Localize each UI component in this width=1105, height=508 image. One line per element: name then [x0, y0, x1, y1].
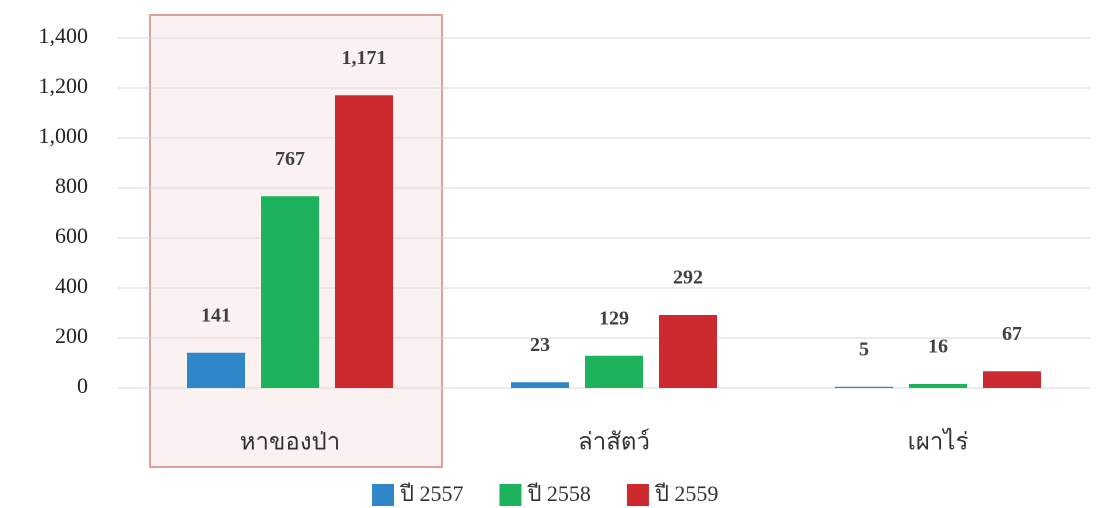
- value-label: 129: [599, 307, 629, 329]
- value-label: 67: [1002, 323, 1022, 345]
- bar: [511, 382, 569, 388]
- bar: [983, 371, 1041, 388]
- y-tick-label: 1,200: [39, 73, 89, 98]
- y-tick-label: 1,400: [39, 23, 89, 48]
- bar: [835, 387, 893, 388]
- y-tick-label: 1,000: [39, 123, 89, 148]
- x-tick-label: หาของป่า: [240, 430, 341, 456]
- value-label: 767: [275, 148, 305, 170]
- x-tick-label: ล่าสัตว์: [578, 428, 650, 456]
- legend-label: ปี 2558: [526, 481, 591, 506]
- y-tick-label: 200: [55, 323, 88, 348]
- legend-label: ปี 2559: [654, 481, 719, 506]
- bar: [335, 95, 393, 388]
- value-label: 23: [530, 334, 550, 356]
- y-tick-label: 400: [55, 273, 88, 298]
- value-label: 16: [928, 336, 948, 358]
- value-label: 141: [201, 304, 231, 326]
- bar: [187, 353, 245, 388]
- value-label: 1,171: [342, 47, 387, 69]
- bar: [909, 384, 967, 388]
- bar: [585, 356, 643, 388]
- legend-swatch: [372, 484, 394, 506]
- legend-swatch: [627, 484, 649, 506]
- chart: 0 200 400 600 800 1,000 1,200 1,400 หาของป่า 141 7…: [0, 0, 1105, 508]
- legend-label: ปี 2557: [399, 481, 464, 506]
- legend-swatch: [499, 484, 521, 506]
- x-tick-label: เผาไร่: [908, 428, 969, 456]
- value-label: 292: [673, 267, 703, 289]
- y-tick-label: 800: [55, 173, 88, 198]
- bar: [261, 196, 319, 388]
- y-tick-label: 600: [55, 223, 88, 248]
- bar: [659, 315, 717, 388]
- y-tick-label: 0: [77, 373, 88, 398]
- value-label: 5: [859, 338, 869, 360]
